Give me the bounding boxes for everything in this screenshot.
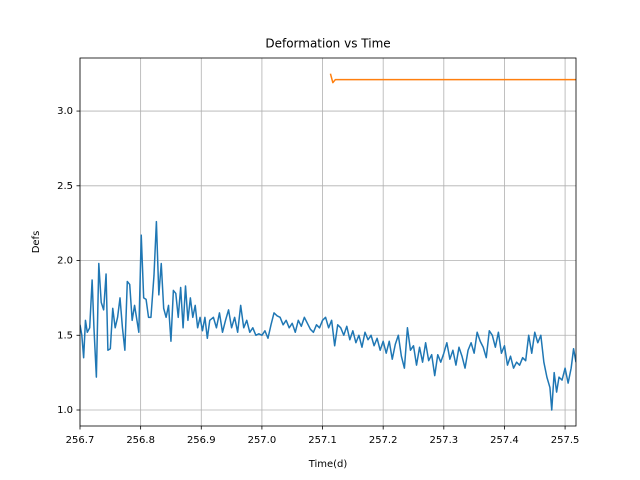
y-tick-label: 2.0 bbox=[57, 256, 73, 267]
series-line bbox=[329, 73, 576, 84]
grid bbox=[79, 58, 576, 426]
x-tick-label: 257.5 bbox=[551, 435, 580, 446]
x-tick-label: 257.2 bbox=[369, 435, 398, 446]
y-tick-label: 1.5 bbox=[57, 330, 73, 341]
x-tick-label: 256.9 bbox=[187, 435, 216, 446]
ticks: 256.7 256.8 256.9 257.0 257.1 257.2 257.3 257.4… bbox=[57, 106, 579, 446]
axes-frame bbox=[79, 57, 577, 427]
x-tick-label: 256.7 bbox=[66, 435, 95, 446]
x-tick-label: 256.8 bbox=[126, 435, 155, 446]
series-line bbox=[80, 220, 576, 411]
y-tick-label: 3.0 bbox=[57, 106, 73, 117]
y-axis-label: Defs bbox=[31, 231, 42, 254]
y-tick-label: 1.0 bbox=[57, 405, 73, 416]
x-tick-label: 257.4 bbox=[490, 435, 519, 446]
y-tick-label: 2.5 bbox=[57, 181, 73, 192]
x-tick-label: 257.1 bbox=[308, 435, 337, 446]
x-tick-label: 257.0 bbox=[248, 435, 277, 446]
chart-title: Deformation vs Time bbox=[265, 37, 390, 51]
x-axis-label: Time(d) bbox=[308, 459, 348, 470]
x-tick-label: 257.3 bbox=[429, 435, 458, 446]
plot-area bbox=[80, 73, 576, 411]
